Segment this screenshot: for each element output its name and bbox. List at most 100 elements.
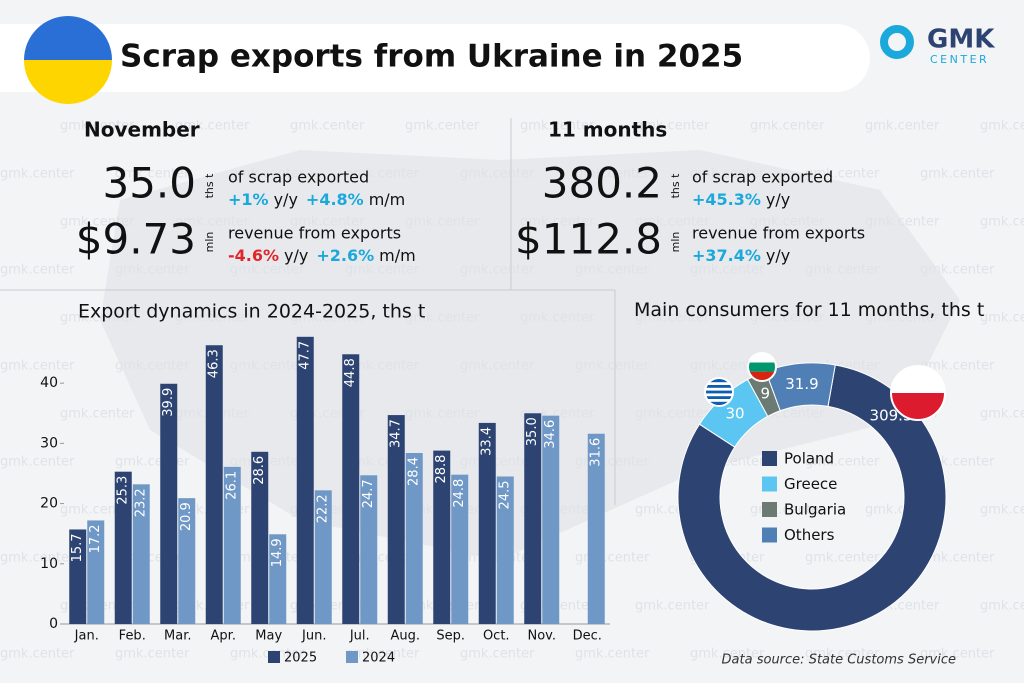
kpi-value: $112.8: [515, 215, 662, 264]
logo-mark: [880, 25, 914, 59]
watermark: gmk.center: [115, 647, 190, 662]
bar: [496, 476, 514, 624]
watermark: gmk.center: [230, 263, 305, 278]
watermark: gmk.center: [980, 119, 1024, 134]
kpi-change: -4.6%: [228, 246, 279, 265]
kpi-basis: m/m: [369, 190, 406, 209]
watermark: gmk.center: [175, 119, 250, 134]
data-label: 44.8: [343, 358, 358, 387]
kpi-basis: y/y: [274, 190, 298, 209]
bar: [69, 529, 87, 624]
watermark: gmk.center: [0, 551, 75, 566]
watermark: gmk.center: [690, 647, 765, 662]
watermark: gmk.center: [115, 167, 190, 182]
kpi-period: November: [84, 118, 200, 142]
legend-swatch: [762, 502, 777, 517]
x-tick-label: Mar.: [164, 629, 191, 644]
kpi-change: +1%: [228, 190, 269, 209]
watermark: gmk.center: [920, 359, 995, 374]
bar: [360, 475, 378, 624]
data-label: 24.5: [498, 480, 513, 509]
donut-chart: Main consumers for 11 months, ths t309.5…: [634, 299, 985, 632]
bar: [314, 490, 332, 624]
kpi-caption: of scrap exported: [692, 168, 833, 187]
watermark: gmk.center: [690, 359, 765, 374]
bar: [178, 498, 196, 624]
data-label: 24.7: [361, 479, 376, 508]
watermark: gmk.center: [290, 311, 365, 326]
kpi-changes: +37.4% y/y: [692, 246, 790, 265]
kpi-changes: +1% y/y +4.8% m/m: [228, 190, 405, 209]
legend-swatch: [762, 527, 777, 543]
watermark: gmk.center: [290, 215, 365, 230]
bar: [451, 474, 469, 624]
kpi-change: +37.4%: [692, 246, 761, 265]
bar: [387, 415, 405, 624]
kpi-changes: +45.3% y/y: [692, 190, 790, 209]
chart-title-box: Main consumers for 11 months, ths t: [634, 299, 985, 321]
bar: [296, 336, 314, 624]
watermark: gmk.center: [920, 167, 995, 182]
watermark: gmk.center: [805, 167, 880, 182]
data-label: 33.4: [480, 427, 495, 456]
donut-segment: [765, 362, 836, 412]
watermark: gmk.center: [115, 455, 190, 470]
bar: [478, 422, 496, 624]
watermark: gmk.center: [290, 119, 365, 134]
data-label: 35.0: [525, 417, 540, 446]
bar: [223, 466, 241, 624]
legend-swatch: [762, 451, 777, 466]
legend-swatch: [346, 651, 358, 663]
bar: [132, 484, 150, 624]
kpi-change: +2.6%: [316, 246, 374, 265]
flag-stripe: [705, 387, 733, 391]
x-tick-label: Sep.: [436, 629, 465, 644]
flag-stripe: [748, 353, 776, 363]
x-tick-label: Aug.: [390, 629, 420, 644]
x-tick-label: Oct.: [483, 629, 510, 644]
watermark: gmk.center: [575, 647, 650, 662]
bar: [205, 345, 223, 624]
kpi-basis: y/y: [766, 190, 790, 209]
x-tick-label: Nov.: [528, 629, 557, 644]
watermark: gmk.center: [750, 119, 825, 134]
header-band: [0, 24, 870, 92]
watermark: gmk.center: [690, 263, 765, 278]
watermark: gmk.center: [115, 359, 190, 374]
y-tick-label: 30: [40, 435, 58, 451]
watermark: gmk.center: [980, 599, 1024, 614]
watermark: gmk.center: [230, 359, 305, 374]
watermark: gmk.center: [0, 647, 75, 662]
watermark: gmk.center: [520, 119, 595, 134]
data-label: 14.9: [270, 538, 285, 567]
kpi-basis: m/m: [379, 246, 416, 265]
data-label: 47.7: [298, 341, 313, 370]
y-tick-label: 0: [49, 616, 58, 632]
data-label: 34.7: [389, 419, 404, 448]
watermark: gmk.center: [750, 311, 825, 326]
watermark: gmk.center: [635, 119, 710, 134]
x-tick-label: May: [255, 629, 282, 644]
watermark: gmk.center: [115, 263, 190, 278]
x-tick-label: Feb.: [119, 629, 146, 644]
bar: [587, 433, 605, 624]
kpi-changes: -4.6% y/y +2.6% m/m: [228, 246, 416, 265]
flag-border: [747, 352, 777, 382]
watermark: gmk.center: [635, 215, 710, 230]
watermark: gmk.center: [575, 263, 650, 278]
watermark: gmk.center: [460, 647, 535, 662]
data-label: 30: [726, 405, 745, 423]
kpi-unit: ths t: [203, 173, 216, 199]
watermark: gmk.center: [460, 359, 535, 374]
data-label: 25.3: [116, 476, 131, 505]
x-tick-label: Dec.: [573, 629, 602, 644]
kpi-value: $9.73: [76, 215, 196, 264]
kpi-basis: y/y: [766, 246, 790, 265]
watermark: gmk.center: [865, 215, 940, 230]
watermark: gmk.center: [805, 455, 880, 470]
watermark: gmk.center: [750, 215, 825, 230]
x-tick-label: Jul.: [349, 629, 370, 644]
chart-title: Main consumers for 11 months, ths t: [634, 299, 985, 321]
map-shape: [100, 150, 960, 560]
